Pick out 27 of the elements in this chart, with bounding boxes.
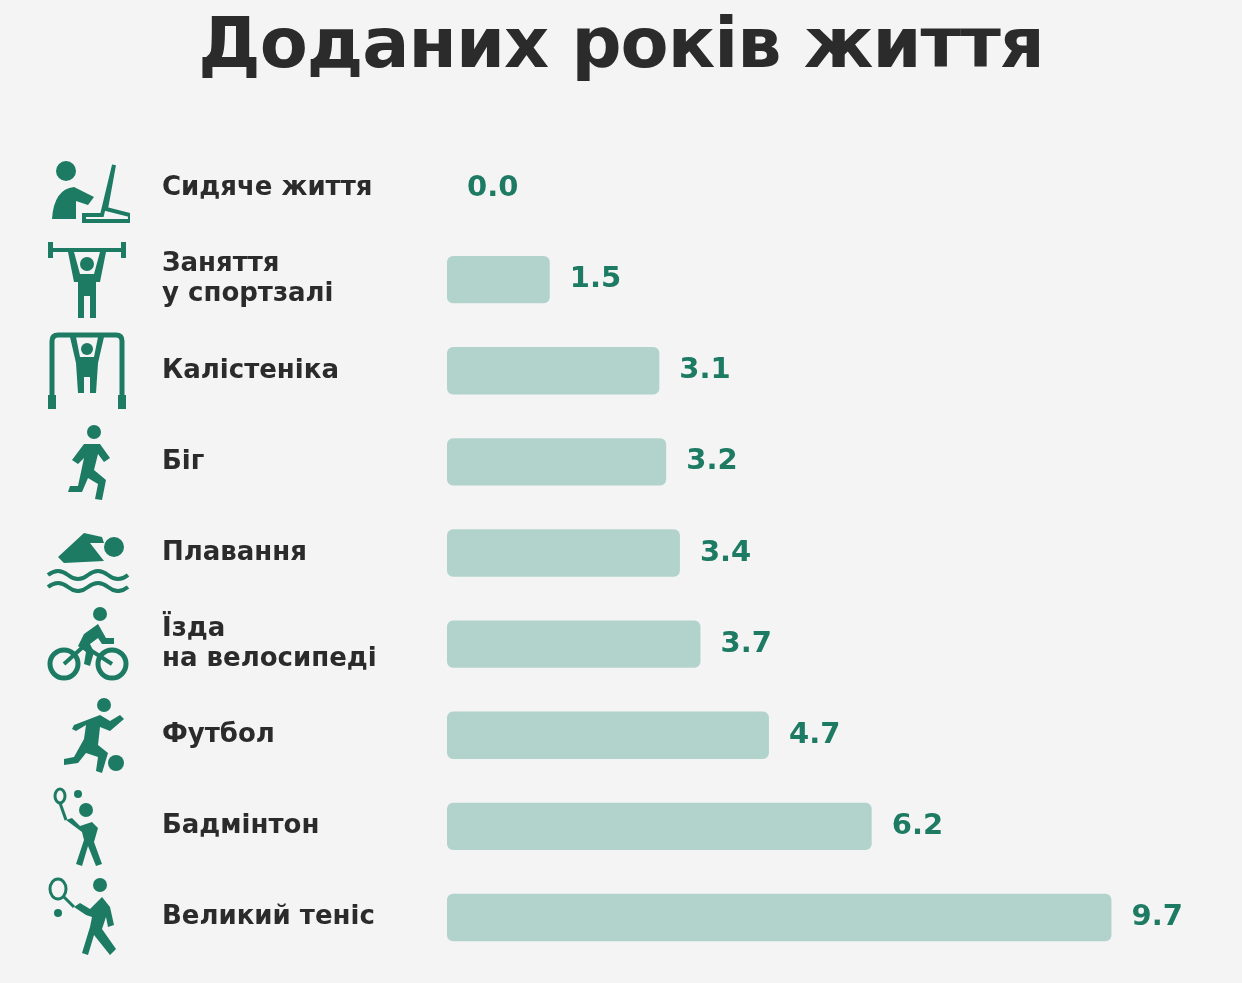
bar [447, 529, 680, 577]
data-label: 3.2 [686, 442, 738, 477]
data-label: 0.0 [467, 169, 519, 204]
data-label: 3.7 [720, 624, 772, 659]
data-label: 3.4 [699, 533, 752, 568]
y-tick-label: Футбол [162, 717, 275, 748]
data-label: 1.5 [569, 260, 622, 295]
data-label: 9.7 [1131, 898, 1183, 933]
bar [447, 255, 550, 304]
bar [447, 620, 701, 668]
y-tick-label: Заняття у спортзалі [162, 247, 334, 308]
chart-title: Доданих років життя [197, 2, 1045, 84]
y-tick-label: Їзда на велосипеді [162, 610, 377, 672]
y-tick-label: Біг [162, 444, 205, 475]
y-tick-label: Сидяче життя [162, 171, 373, 202]
y-tick-label: Калістеніка [162, 353, 339, 384]
y-tick-label: Великий теніс [162, 900, 375, 931]
y-tick-label: Плавання [162, 535, 307, 566]
y-tick-label: Бадмінтон [162, 809, 320, 840]
bar [447, 802, 872, 851]
data-label: 3.1 [679, 351, 731, 386]
bar [447, 893, 1112, 942]
bar [447, 711, 769, 759]
bar [447, 438, 667, 486]
data-label: 4.7 [788, 715, 841, 750]
data-label: 6.2 [891, 806, 944, 841]
bar [447, 347, 660, 395]
